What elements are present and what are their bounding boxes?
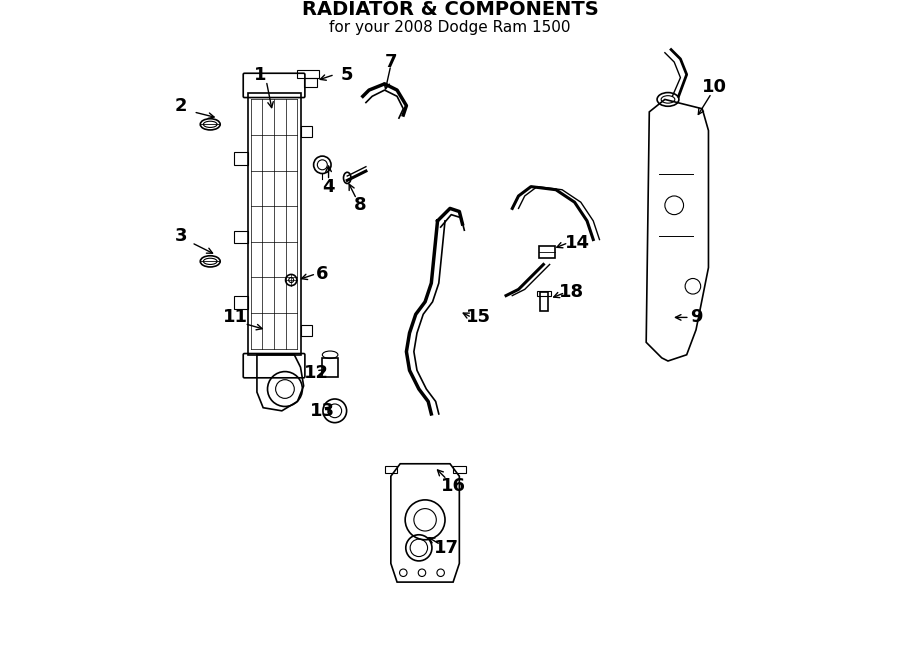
Text: 7: 7 [384, 53, 397, 71]
Text: 6: 6 [316, 265, 328, 283]
Text: 17: 17 [435, 539, 459, 557]
Bar [301, 325, 311, 336]
Text: RADIATOR & COMPONENTS: RADIATOR & COMPONENTS [302, 0, 598, 19]
Bar [322, 358, 338, 377]
Text: 10: 10 [702, 78, 727, 96]
Text: 9: 9 [689, 309, 702, 327]
Bar [303, 77, 318, 87]
Text: 13: 13 [310, 402, 335, 420]
Text: 3: 3 [175, 227, 187, 245]
Bar [234, 231, 248, 243]
Text: 4: 4 [322, 178, 335, 196]
Bar [234, 152, 248, 165]
Bar [297, 70, 320, 77]
Text: 18: 18 [559, 284, 584, 301]
Bar [234, 296, 248, 309]
Text: 1: 1 [254, 65, 266, 83]
Text: 8: 8 [354, 196, 366, 214]
Bar [301, 126, 311, 137]
Text: 15: 15 [465, 309, 491, 327]
Text: 2: 2 [175, 97, 187, 114]
Bar [537, 291, 551, 295]
Bar [540, 292, 548, 311]
Text: 16: 16 [441, 477, 465, 494]
Text: 12: 12 [303, 364, 328, 383]
Bar [453, 465, 465, 473]
Text: for your 2008 Dodge Ram 1500: for your 2008 Dodge Ram 1500 [329, 20, 571, 35]
Bar [539, 246, 554, 258]
Text: 5: 5 [341, 65, 354, 83]
Bar [384, 465, 397, 473]
Text: 11: 11 [222, 309, 248, 327]
Text: 14: 14 [565, 234, 590, 252]
